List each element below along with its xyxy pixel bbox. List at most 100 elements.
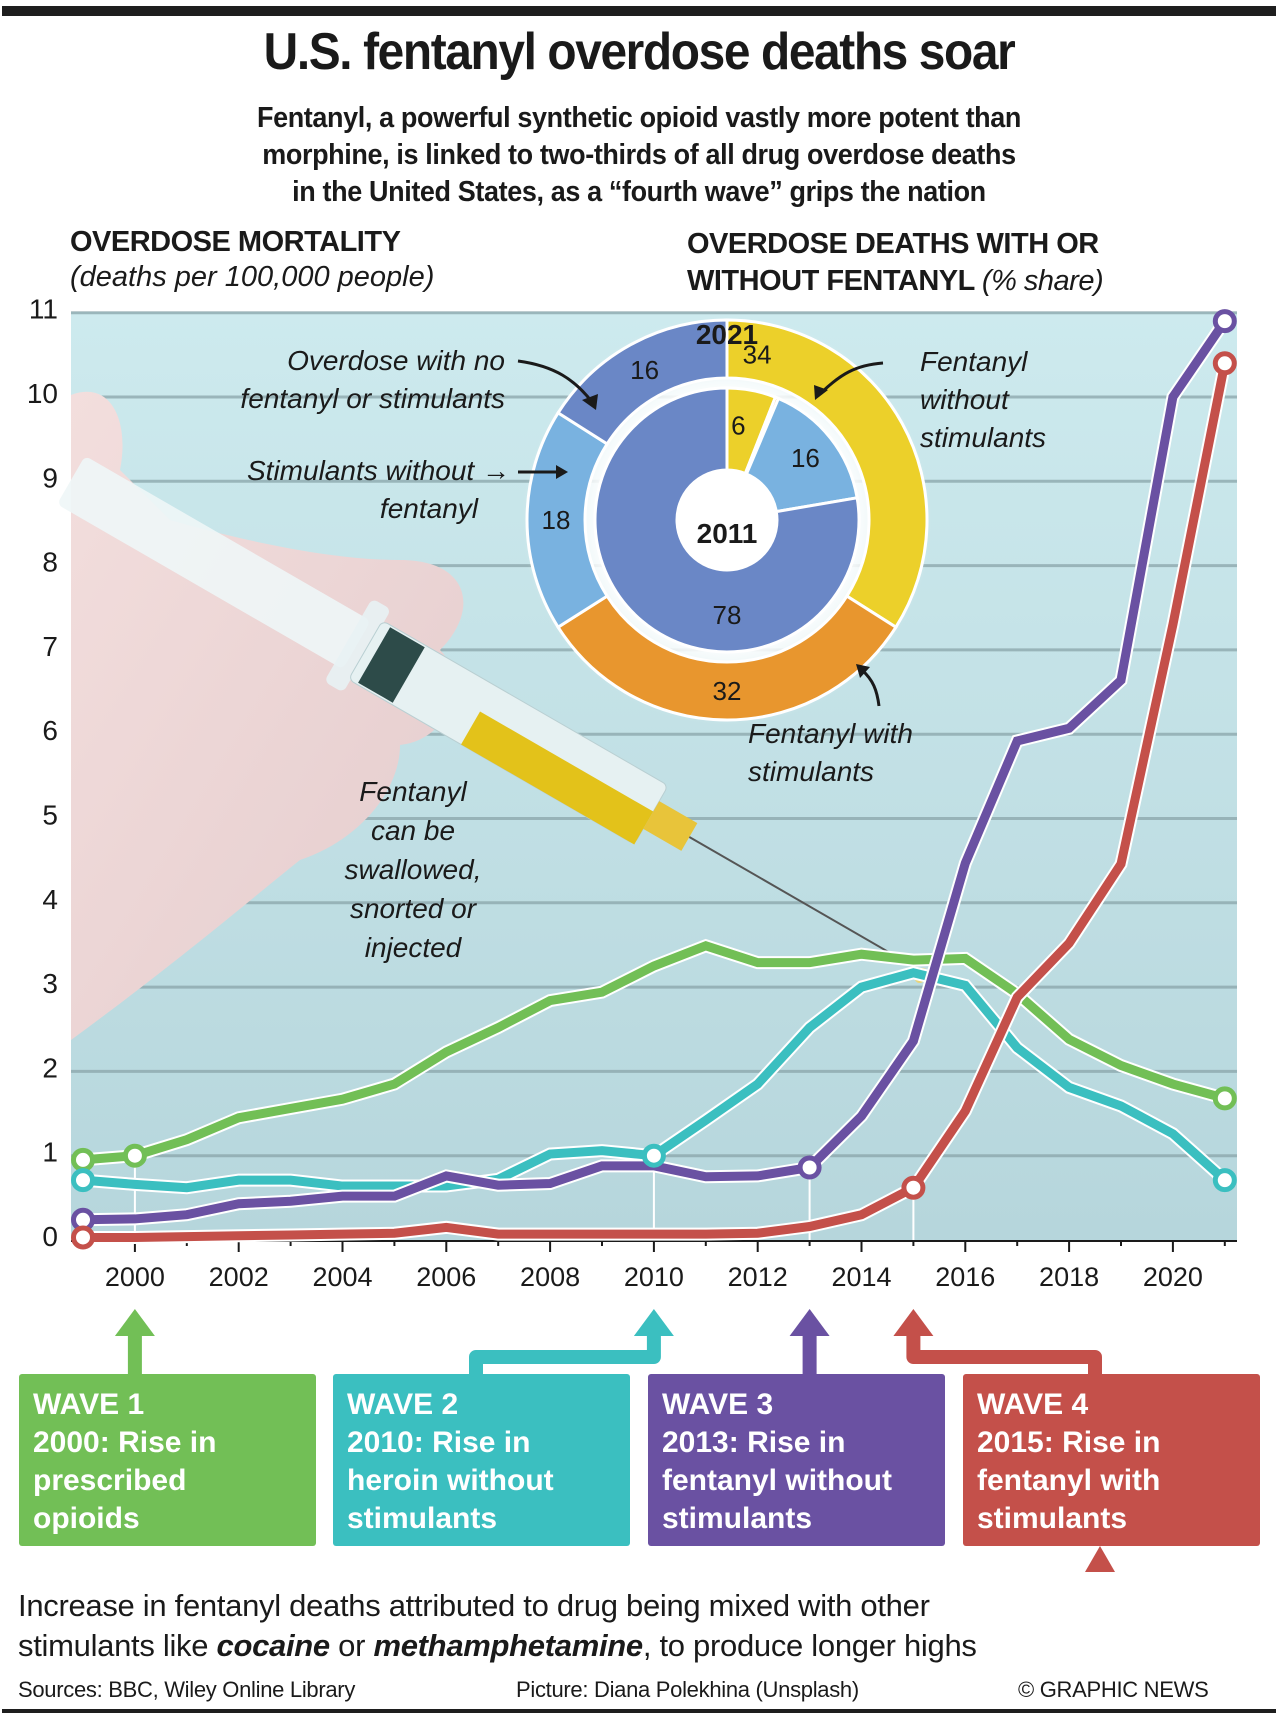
data-marker [1212,309,1237,334]
annotation-arrows [517,359,884,707]
wave-title: WAVE 4 [977,1388,1089,1421]
y-tick-label: 2 [42,1052,58,1083]
data-marker [901,1175,926,1200]
x-tick-label: 2016 [935,1262,995,1292]
wave-line: prescribed [33,1464,187,1497]
series-line-wave1 [82,941,1226,1165]
y-tick-label: 10 [27,378,58,409]
wave-arrowhead-icon [114,1309,155,1336]
data-marker [71,1168,95,1193]
data-marker [1212,351,1237,376]
x-tick-label: 2002 [209,1262,269,1292]
caption-line: injected [364,932,462,963]
wave-line: stimulants [977,1502,1128,1535]
arrow-fentanyl-without [820,361,884,394]
series-line-wave4 [83,362,1230,1242]
label-stimulants-without: Stimulants without → fentanyl [170,452,510,528]
label-no-fentanyl: Overdose with no fentanyl or stimulants [150,342,505,418]
donut-slice [744,396,859,514]
share-heading-line1: OVERDOSE DEATHS WITH OR [687,228,1099,260]
wave-arrowhead-icon [893,1309,934,1336]
data-marker [641,1143,666,1168]
syringe-flange [326,600,389,691]
caption-line: can be [370,815,456,846]
x-tick-label: 2014 [831,1262,891,1292]
label-line: fentanyl [379,493,478,524]
x-tick-label: 2020 [1143,1262,1203,1292]
x-tick-label: 2010 [624,1262,684,1292]
y-tick-label: 1 [42,1137,58,1168]
note-text-part: , to produce longer highs [642,1628,977,1663]
series-lines [71,309,1237,1250]
caption-line: snorted or [349,893,477,924]
x-tick-label: 2006 [416,1262,476,1292]
donut-slice [725,318,929,630]
wave-connector [906,1334,1102,1376]
label-line: fentanyl or stimulants [240,383,505,414]
y-tick-label: 4 [42,884,58,915]
donut-value-label: 32 [713,676,742,706]
data-marker [71,1225,95,1250]
arrowhead-icon [856,664,870,678]
x-tick-label: 2012 [728,1262,788,1292]
top-rule [2,6,1276,16]
annotation-arrowheads [556,385,870,678]
label-line: stimulants [920,422,1047,453]
wave-connectors [114,1309,1102,1376]
note-line2: stimulants like cocaine or methamphetami… [18,1626,977,1666]
data-marker [1212,1168,1237,1193]
mortality-header: OVERDOSE MORTALITY (deaths per 100,000 p… [70,226,434,294]
label-fentanyl-with: Fentanyl with stimulants [748,715,913,791]
wave-connector [469,1334,661,1376]
data-marker [71,1147,95,1172]
donut-slice [593,386,861,654]
y-tick-label: 5 [42,800,58,831]
wave-arrowhead-icon [633,1309,674,1336]
wave-line: 2013: Rise in [662,1426,846,1459]
wave-title: WAVE 2 [347,1388,459,1421]
donut-value-label: 18 [542,505,571,535]
donut-slice [556,594,898,722]
donut-hole [679,472,775,568]
donut-year-outer: 2021 [696,319,758,350]
label-fentanyl-without: Fentanyl without stimulants [920,343,1046,457]
wave-box-1: WAVE 1 2000: Rise in prescribed opioids [19,1374,316,1546]
x-tick-label: 2018 [1039,1262,1099,1292]
y-tick-label: 0 [42,1221,58,1252]
wave-line: fentanyl with [977,1464,1161,1497]
share-header: OVERDOSE DEATHS WITH OR WITHOUT FENTANYL… [687,226,1104,300]
y-tick-label: 3 [42,968,58,999]
footer-sources: Sources: BBC, Wiley Online Library [18,1677,356,1702]
syringe-stopper [358,627,425,703]
wave-box-4: WAVE 4 2015: Rise in fentanyl with stimu… [963,1374,1260,1546]
wave-arrowhead-icon [789,1309,830,1336]
wave-line: heroin without [347,1464,554,1497]
donut-year-inner: 2011 [697,518,758,549]
donut-value-label: 78 [713,600,742,630]
x-tick-label: 2004 [312,1262,372,1292]
arrowhead-icon [556,465,568,479]
mortality-unit: (deaths per 100,000 people) [70,261,435,293]
y-tick-label: 8 [42,547,58,578]
share-unit: (% share) [981,265,1104,297]
data-marker [797,1155,822,1180]
note-line1: Increase in fentanyl deaths attributed t… [18,1588,930,1623]
wave-box-2: WAVE 2 2010: Rise in heroin without stim… [333,1374,630,1546]
mortality-heading: OVERDOSE MORTALITY [70,226,401,258]
wave-line: fentanyl without [662,1464,892,1497]
subtitle: Fentanyl, a powerful synthetic opioid va… [0,100,1278,211]
syringe-needle [688,836,921,971]
data-marker [122,1143,147,1168]
donut-value-label: 6 [731,411,745,441]
label-line: stimulants [748,756,875,787]
note-text-part: or [329,1628,374,1663]
label-line: Fentanyl with [748,718,913,749]
footer-copyright: © GRAPHIC NEWS [1018,1677,1209,1702]
wave-line: stimulants [662,1502,813,1535]
note-text: Increase in fentanyl deaths attributed t… [18,1586,977,1666]
wave-line: 2000: Rise in [33,1426,217,1459]
donut-slice [556,318,729,446]
share-heading-line2: WITHOUT FENTANYL [687,265,975,297]
note-emphasis-meth: methamphetamine [373,1628,643,1663]
